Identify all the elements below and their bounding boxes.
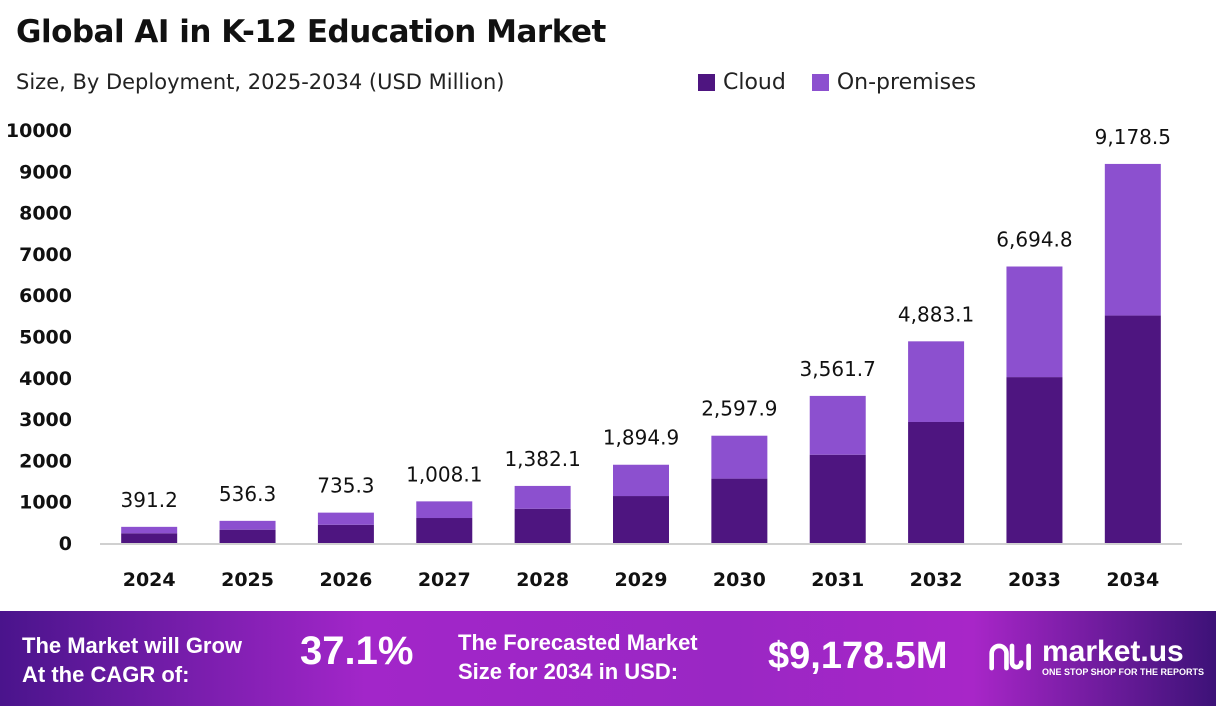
- bar-cloud-2027: [416, 518, 473, 543]
- bar-chart: 0 1000 2000 3000 4000 5000 6000 7000 8000 9000 100…: [6, 120, 1182, 591]
- bar-cloud-2030: [711, 478, 768, 543]
- x-tick-label: 2034: [1106, 569, 1159, 591]
- x-tick-label: 2024: [123, 569, 176, 591]
- data-label-2029: 1,894.9: [603, 426, 679, 450]
- cagr-label-line: The Market will Grow: [22, 633, 243, 658]
- data-label-2027: 1,008.1: [406, 462, 482, 486]
- legend-swatch-cloud: [698, 74, 715, 91]
- data-label-2032: 4,883.1: [898, 302, 974, 326]
- y-tick-label: 7000: [19, 244, 72, 266]
- bar-cloud-2031: [809, 454, 866, 543]
- data-label-2030: 2,597.9: [701, 397, 777, 421]
- bar-on-premises-2032: [908, 341, 965, 422]
- forecast-label-line: The Forecasted Market: [458, 630, 698, 655]
- footer-banner: The Market will Grow At the CAGR of: 37.1…: [0, 611, 1216, 706]
- data-label-2028: 1,382.1: [504, 447, 580, 471]
- y-tick-label: 5000: [19, 327, 72, 349]
- bar-on-premises-2027: [416, 501, 473, 519]
- x-tick-label: 2031: [811, 569, 864, 591]
- x-tick-label: 2028: [516, 569, 569, 591]
- chart-subtitle: Size, By Deployment, 2025-2034 (USD Mill…: [16, 70, 505, 94]
- forecast-label: The Forecasted Market Size for 2034 in US…: [458, 628, 698, 686]
- bar-cloud-2026: [317, 524, 374, 543]
- data-label-2031: 3,561.7: [800, 357, 876, 381]
- y-tick-label: 3000: [19, 409, 72, 431]
- brand-name: market.us: [1042, 635, 1184, 668]
- legend: Cloud On-premises: [698, 70, 976, 95]
- y-tick-label: 9000: [19, 161, 72, 183]
- y-tick-label: 4000: [19, 368, 72, 390]
- x-tick-label: 2032: [910, 569, 963, 591]
- x-tick-label: 2025: [221, 569, 274, 591]
- forecast-label-line: Size for 2034 in USD:: [458, 659, 679, 684]
- legend-label: On-premises: [836, 70, 977, 95]
- bar-on-premises-2026: [317, 512, 374, 525]
- bar-cloud-2033: [1006, 377, 1063, 543]
- bar-cloud-2024: [121, 533, 178, 543]
- bar-on-premises-2028: [514, 485, 571, 509]
- brand-logo: market.us ONE STOP SHOP FOR THE REPORTS: [988, 637, 1204, 677]
- bar-cloud-2028: [514, 508, 571, 543]
- x-tick-label: 2033: [1008, 569, 1061, 591]
- legend-swatch-on-premises: [811, 74, 829, 91]
- data-label-2024: 391.2: [121, 488, 178, 512]
- y-tick-label: 2000: [19, 450, 72, 472]
- bar-on-premises-2025: [219, 520, 276, 530]
- bar-cloud-2034: [1104, 315, 1161, 543]
- y-tick-label: 8000: [19, 203, 72, 225]
- x-tick-label: 2026: [319, 569, 372, 591]
- data-label-2026: 735.3: [317, 474, 374, 498]
- data-label-2033: 6,694.8: [996, 228, 1072, 252]
- data-label-2025: 536.3: [219, 482, 276, 506]
- cagr-label: The Market will Grow At the CAGR of:: [22, 631, 242, 689]
- x-tick-label: 2027: [418, 569, 471, 591]
- forecast-value: $9,178.5M: [768, 635, 948, 677]
- cagr-value: 37.1%: [300, 629, 414, 673]
- legend-label: Cloud: [723, 70, 786, 95]
- legend-item-on-premises: On-premises: [811, 70, 977, 95]
- cagr-label-line: At the CAGR of:: [22, 662, 190, 687]
- bar-cloud-2029: [613, 496, 669, 543]
- y-tick-label: 1000: [19, 492, 72, 514]
- bar-on-premises-2031: [809, 395, 866, 455]
- bar-on-premises-2034: [1104, 163, 1161, 316]
- y-tick-label: 6000: [19, 285, 72, 307]
- y-tick-label: 10000: [6, 120, 72, 142]
- x-tick-label: 2030: [713, 569, 766, 591]
- legend-item-cloud: Cloud: [698, 70, 786, 95]
- bar-cloud-2032: [908, 421, 965, 543]
- bar-on-premises-2029: [613, 464, 669, 497]
- y-tick-label: 0: [59, 533, 72, 555]
- brand-tagline: ONE STOP SHOP FOR THE REPORTS: [1042, 667, 1205, 677]
- bar-on-premises-2024: [121, 526, 178, 534]
- x-tick-label: 2029: [615, 569, 668, 591]
- chart-title: Global AI in K-12 Education Market: [16, 14, 606, 50]
- market-us-logo-icon: [989, 643, 1031, 671]
- data-label-2034: 9,178.5: [1095, 125, 1171, 149]
- bar-on-premises-2033: [1006, 266, 1063, 378]
- bar-on-premises-2030: [711, 435, 768, 479]
- bar-cloud-2025: [219, 529, 276, 543]
